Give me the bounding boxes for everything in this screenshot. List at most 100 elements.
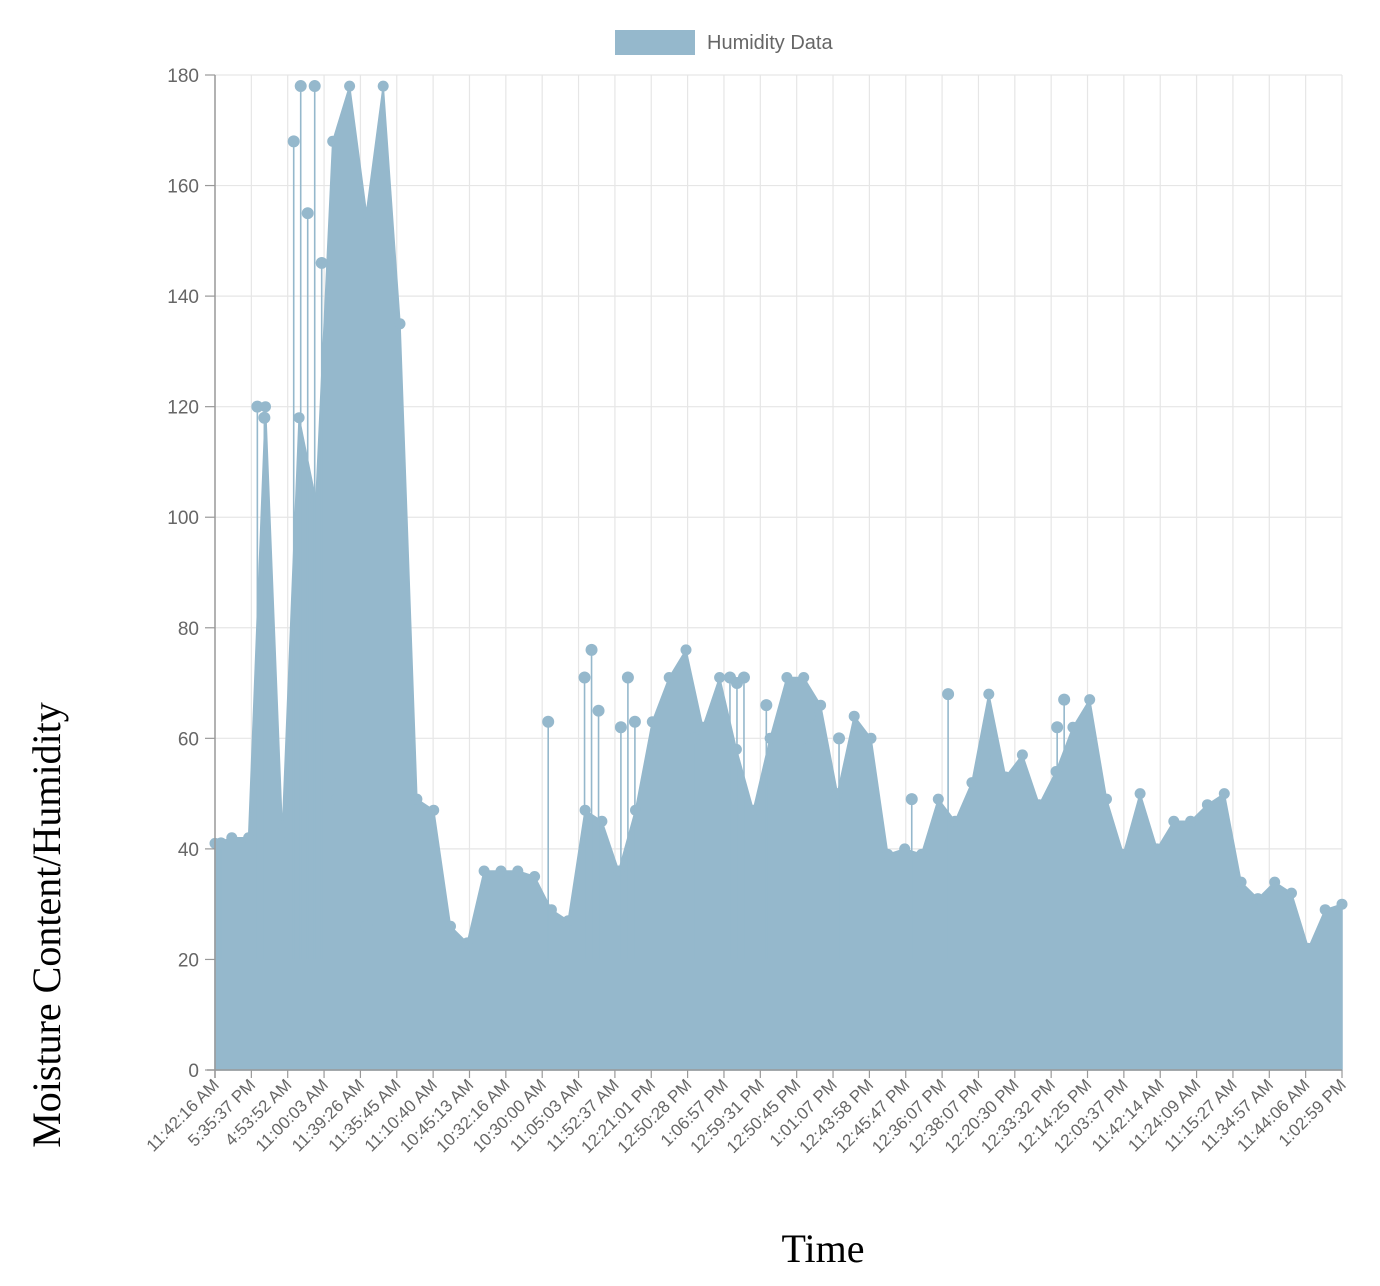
spike-point [760,699,773,712]
y-axis-title: Moisture Content/Humidity [24,702,69,1148]
data-point [461,937,473,949]
y-tick-label: 0 [188,1061,199,1082]
spike-point [628,715,641,728]
data-point [747,804,759,816]
data-point [1185,815,1197,827]
data-point [663,672,675,683]
data-point [1302,942,1314,954]
legend-swatch [615,30,695,55]
axes [207,75,1342,1078]
data-point [428,804,440,816]
spike-point [215,837,227,850]
spike-point [651,743,664,756]
data-point [714,672,726,683]
data-point [1201,799,1213,811]
data-point [865,732,877,744]
data-point [1336,898,1348,910]
data-point [1000,771,1012,783]
spike-point [905,793,918,806]
data-point [360,207,372,219]
data-point [478,865,490,877]
data-point [327,135,339,147]
data-point [243,832,255,844]
y-tick-label: 160 [167,177,199,198]
data-point [1286,887,1297,899]
spike-point [301,207,314,220]
data-point [1168,815,1180,827]
y-tick-label: 100 [167,508,199,529]
data-point [445,920,456,932]
x-tick-labels: 11:42:16 AM5:35:37 PM4:53:52 AM11:00:03 … [143,1070,1350,1157]
data-point [226,832,238,844]
spike-point [251,400,264,413]
spike-point [542,715,555,728]
y-tick-label: 40 [178,840,199,861]
data-point [529,871,541,882]
spike-point [978,748,991,761]
x-axis-title: Time [781,1226,864,1271]
y-tick-label: 120 [167,398,199,419]
data-point [798,672,810,683]
data-point [932,793,944,805]
spike-point [737,671,750,684]
spike-point [331,793,344,806]
data-point [848,710,860,722]
data-point [562,915,574,927]
data-point [495,865,507,877]
data-point [1117,848,1129,860]
data-point [1084,694,1096,706]
spike-point [687,732,700,745]
data-point [1134,788,1146,800]
data-point [680,644,692,656]
data-point [1319,904,1331,916]
data-point [411,793,423,805]
spike-point [360,920,373,933]
legend-label: Humidity Data [707,32,833,54]
data-point [1067,721,1079,733]
data-point [646,716,658,728]
spike-point [294,80,307,93]
spike-point [1051,721,1064,734]
spike-point [585,643,598,656]
spike-point [621,671,634,684]
data-point [831,788,843,800]
data-point [916,848,927,860]
data-point [394,318,406,330]
spike-point [258,411,271,424]
y-tick-label: 20 [178,950,199,971]
data-point [276,826,288,838]
legend[interactable]: Humidity Data [615,30,833,55]
data-point [344,80,356,92]
spike-point [308,80,321,93]
data-point [1050,766,1062,777]
spike-point [803,710,816,723]
data-point [781,672,793,683]
spike-point [796,732,809,745]
spike-point [1058,693,1071,706]
spike-point [614,721,627,734]
humidity-series-area [209,80,1348,1071]
data-point [697,721,709,733]
spike-point [942,688,955,701]
data-point [1252,893,1264,905]
data-point [966,777,978,789]
data-point [1151,843,1163,855]
data-point [1033,799,1045,811]
data-point [882,848,894,860]
spike-point [578,671,591,684]
data-point [310,495,322,507]
data-point [899,843,911,855]
data-point [377,80,389,92]
spike-point [592,704,605,717]
data-point [1218,788,1230,800]
y-tick-label: 180 [167,66,199,87]
data-point [1235,876,1247,888]
y-tick-label: 140 [167,287,199,308]
data-point [293,412,305,424]
y-tick-label: 60 [178,729,199,750]
spike-point [324,771,337,784]
data-point [1101,793,1112,805]
spike-point [833,732,846,745]
y-tick-labels: 0 20 40 60 80 100 120 140 160 180 [167,66,215,1082]
